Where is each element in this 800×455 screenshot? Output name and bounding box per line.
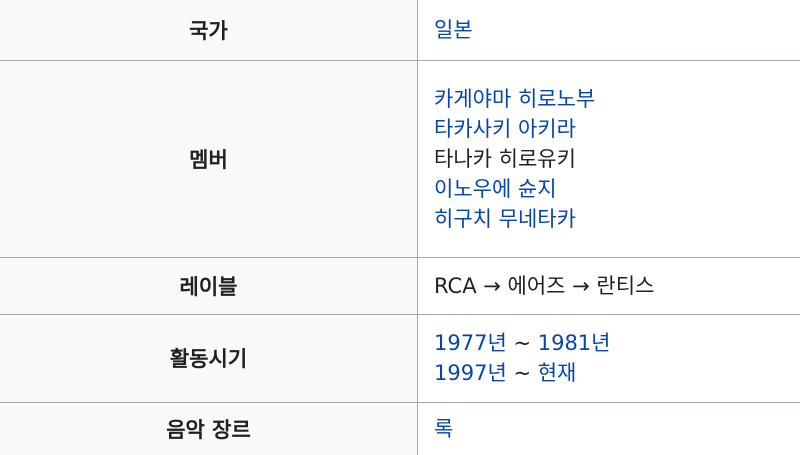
- members-label: 멤버: [0, 60, 418, 258]
- active-period-1: 1977년 ~ 1981년: [434, 328, 800, 358]
- member-link-inoue[interactable]: 이노우에 슌지: [434, 176, 557, 201]
- country-label: 국가: [0, 0, 418, 62]
- genre-link-rock[interactable]: 록: [434, 416, 454, 441]
- present-link[interactable]: 현재: [537, 361, 577, 386]
- year-link-1997[interactable]: 1997년: [434, 361, 507, 386]
- members-value-cell: 카게야마 히로노부 타카사키 아키라 타나카 히로유키 이노우에 슌지 히구치 …: [417, 60, 800, 258]
- year-link-1981[interactable]: 1981년: [537, 331, 611, 356]
- year-link-1977[interactable]: 1977년: [434, 331, 507, 356]
- country-link[interactable]: 일본: [434, 18, 473, 43]
- record-label-label: 레이블: [0, 256, 418, 315]
- member-link-kageyama[interactable]: 카게야마 히로노부: [434, 86, 596, 111]
- row-record-label: 레이블 RCA → 에어즈 → 란티스: [0, 256, 800, 315]
- member-link-higuchi[interactable]: 히구치 무네타카: [434, 206, 576, 231]
- country-value-cell: 일본: [417, 0, 800, 62]
- record-label-value: RCA → 에어즈 → 란티스: [417, 256, 800, 315]
- period-separator: ~: [506, 331, 538, 356]
- member-text-tanaka: 타나카 히로유키: [434, 146, 576, 171]
- genre-value-cell: 록: [417, 401, 800, 455]
- row-country: 국가 일본: [0, 0, 800, 62]
- active-years-value-cell: 1977년 ~ 1981년 1997년 ~ 현재: [417, 313, 800, 403]
- row-members: 멤버 카게야마 히로노부 타카사키 아키라 타나카 히로유키 이노우에 슌지 히…: [0, 60, 800, 258]
- row-active-years: 활동시기 1977년 ~ 1981년 1997년 ~ 현재: [0, 313, 800, 403]
- active-period-2: 1997년 ~ 현재: [434, 358, 800, 388]
- member-link-takasaki[interactable]: 타카사키 아키라: [434, 116, 576, 141]
- genre-label: 음악 장르: [0, 401, 418, 455]
- row-genre: 음악 장르 록: [0, 401, 800, 455]
- active-years-label: 활동시기: [0, 313, 418, 403]
- period-separator: ~: [506, 361, 538, 386]
